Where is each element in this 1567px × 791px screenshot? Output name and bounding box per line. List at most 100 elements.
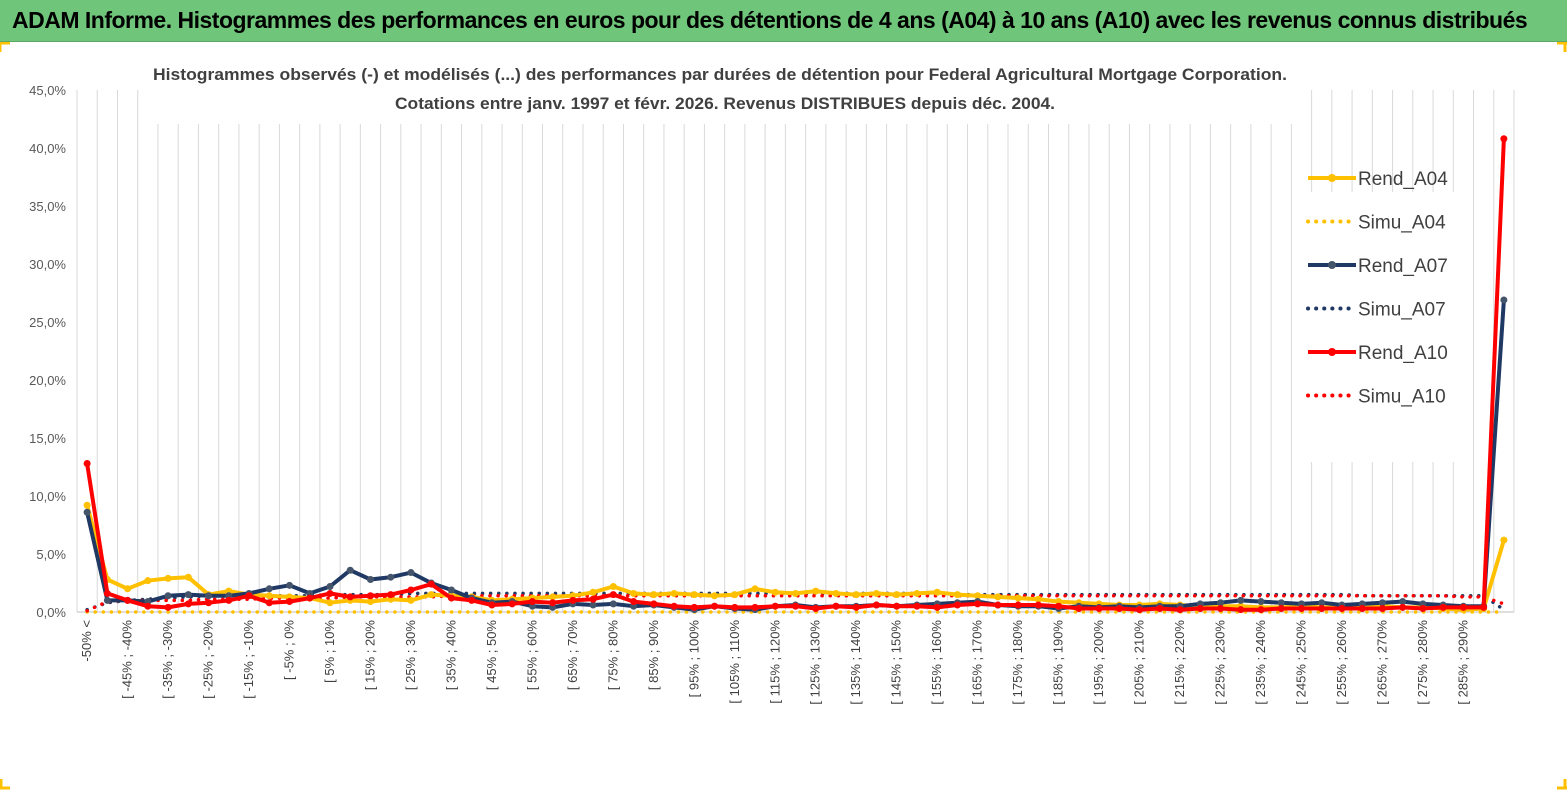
- data-point: [265, 599, 273, 607]
- data-point: [893, 602, 901, 610]
- data-point: [103, 589, 111, 597]
- data-point: [306, 594, 314, 602]
- data-point: [1095, 605, 1103, 613]
- data-point: [913, 602, 921, 610]
- data-point: [812, 605, 820, 613]
- data-point: [1136, 606, 1144, 614]
- data-point: [407, 586, 415, 594]
- series-line: [85, 594, 1506, 613]
- data-point: [589, 601, 597, 609]
- data-point: [1196, 605, 1204, 613]
- x-tick-label: [ -5% ; 0%: [282, 620, 297, 680]
- legend-label: Simu_A10: [1358, 387, 1446, 408]
- legend-background: [1295, 192, 1465, 462]
- x-tick-label: [ 245% ; 250%: [1293, 620, 1308, 705]
- data-point: [83, 501, 91, 509]
- data-point: [812, 587, 820, 595]
- data-point: [953, 601, 961, 609]
- x-tick-label: [ 145% ; 150%: [889, 620, 904, 705]
- y-tick-label: 0,0%: [36, 605, 66, 620]
- legend-item-rend_a07: Rend_A07: [1308, 256, 1448, 277]
- legend-label: Rend_A04: [1358, 169, 1448, 190]
- corner-mark-bottom-right: [1557, 779, 1567, 790]
- x-tick-label: [ 25% ; 30%: [403, 620, 418, 691]
- data-point: [670, 602, 678, 610]
- data-point: [1399, 598, 1407, 606]
- legend-marker: [1328, 261, 1336, 269]
- corner-marks: [0, 42, 1567, 790]
- data-point: [690, 603, 698, 611]
- data-point: [488, 601, 496, 609]
- data-point: [589, 595, 597, 603]
- data-point: [1237, 606, 1245, 614]
- data-point: [1237, 596, 1245, 604]
- data-point: [1500, 135, 1508, 143]
- x-tick-label: [ 75% ; 80%: [605, 620, 620, 691]
- legend-label: Simu_A07: [1358, 300, 1446, 321]
- data-point: [1338, 605, 1346, 613]
- data-point: [852, 603, 860, 611]
- data-point: [1014, 594, 1022, 602]
- data-point: [508, 600, 516, 608]
- data-point: [265, 592, 273, 600]
- data-point: [549, 599, 557, 607]
- data-point: [326, 599, 334, 607]
- corner-mark-top-left: [0, 42, 10, 52]
- data-point: [609, 582, 617, 590]
- data-point: [1399, 603, 1407, 611]
- data-point: [1034, 595, 1042, 603]
- data-point: [468, 596, 476, 604]
- data-point: [872, 589, 880, 597]
- data-point: [83, 508, 91, 516]
- legend-item-rend_a10: Rend_A10: [1308, 343, 1448, 364]
- data-point: [225, 596, 233, 604]
- chart: 0,0% 5,0% 10,0% 15,0% 20,0% 25,0% 30,0% 35,0% 40…: [0, 42, 1567, 790]
- data-point: [1277, 605, 1285, 613]
- data-point: [164, 592, 172, 600]
- data-point: [1500, 296, 1508, 304]
- report-title: ADAM Informe. Histogrammes des performan…: [12, 7, 1528, 33]
- data-point: [893, 591, 901, 599]
- data-point: [1500, 536, 1508, 544]
- data-point: [852, 591, 860, 599]
- legend-item-rend_a04: Rend_A04: [1308, 169, 1448, 190]
- data-point: [1115, 605, 1123, 613]
- x-tick-label: [ -45% ; -40%: [120, 620, 135, 699]
- data-point: [447, 594, 455, 602]
- data-point: [366, 598, 374, 606]
- data-point: [366, 576, 374, 584]
- x-tick-label: [ -25% ; -20%: [201, 620, 216, 699]
- x-tick-label: -50% <: [79, 620, 94, 662]
- x-tick-label: [ 165% ; 170%: [970, 620, 985, 705]
- y-tick-label: 35,0%: [29, 199, 66, 214]
- data-point: [184, 600, 192, 608]
- y-tick-label: 5,0%: [36, 547, 66, 562]
- x-tick-label: [ 215% ; 220%: [1172, 620, 1187, 705]
- data-point: [792, 589, 799, 597]
- data-point: [630, 598, 638, 606]
- y-tick-label: 25,0%: [29, 315, 66, 330]
- data-point: [913, 589, 921, 597]
- corner-mark-bottom-left: [0, 779, 10, 790]
- data-point: [751, 585, 759, 593]
- x-axis: -50% < [ -45% ; -40% [ -35% ; -30% [ -25% ;…: [77, 611, 1514, 705]
- data-point: [1257, 606, 1265, 614]
- data-point: [609, 600, 617, 608]
- data-point: [609, 591, 617, 599]
- chart-title-background: [150, 58, 1298, 124]
- data-point: [650, 591, 658, 599]
- x-tick-label: [ 45% ; 50%: [484, 620, 499, 691]
- data-point: [407, 596, 415, 604]
- data-point: [205, 599, 213, 607]
- data-point: [184, 591, 192, 599]
- x-tick-label: [ 35% ; 40%: [443, 620, 458, 691]
- data-point: [124, 585, 132, 593]
- data-point: [690, 591, 698, 599]
- data-point: [144, 577, 152, 585]
- data-point: [832, 602, 840, 610]
- data-point: [205, 592, 213, 600]
- y-tick-label: 40,0%: [29, 141, 66, 156]
- data-point: [1014, 601, 1022, 609]
- data-point: [1439, 603, 1447, 611]
- x-tick-label: [ -15% ; -10%: [241, 620, 256, 699]
